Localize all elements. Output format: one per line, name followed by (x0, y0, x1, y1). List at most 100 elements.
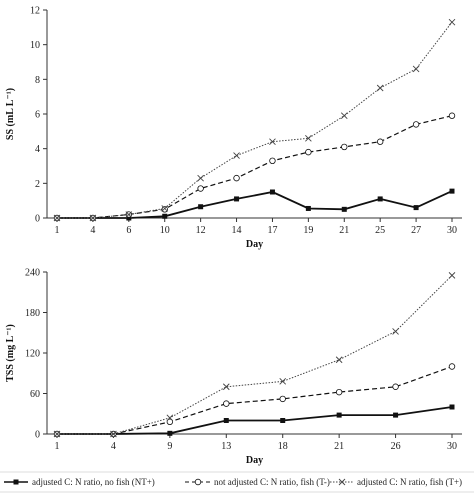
data-point-circle (161, 206, 168, 213)
data-point-circle (279, 395, 286, 403)
legend-label-t-minus: not adjusted C: N ratio, fish (T-) (214, 477, 330, 487)
data-point-x (340, 112, 348, 120)
data-point-x (125, 211, 133, 218)
legend: adjusted C: N ratio, no fish (NT+) not a… (0, 471, 474, 493)
series-line-nt-plus (57, 406, 453, 435)
data-point-circle (448, 112, 456, 119)
series-line-t-minus (57, 365, 453, 435)
x-tick-label: 30 (447, 225, 457, 236)
legend-label-nt-plus: adjusted C: N ratio, no fish (NT+) (32, 477, 155, 487)
data-point-square (167, 430, 173, 436)
y-tick-label: 0 (35, 430, 40, 441)
data-point-square (305, 205, 311, 211)
y-tick-label: 180 (25, 308, 40, 319)
data-point-square (234, 196, 240, 202)
data-point-x (335, 356, 343, 364)
data-point-circle (269, 157, 276, 164)
y-tick-label: 8 (35, 75, 40, 86)
data-point-x (110, 430, 117, 438)
data-point-square (269, 189, 275, 195)
data-point-square (126, 215, 132, 221)
y-tick-label: 10 (30, 40, 40, 51)
data-point-square (162, 213, 168, 219)
data-point-x (197, 174, 204, 182)
data-point-square (336, 412, 342, 418)
data-point-circle (223, 400, 230, 407)
data-point-x (412, 65, 420, 73)
x-tick-label: 27 (411, 225, 421, 236)
data-point-square (223, 418, 229, 423)
series-t-plus (53, 272, 456, 438)
data-point-x (448, 272, 456, 279)
data-point-square (341, 206, 347, 212)
data-point-circle (448, 363, 456, 370)
data-point-x (53, 430, 61, 438)
x-tick-label: 4 (111, 441, 116, 452)
x-tick-label: 25 (375, 225, 385, 236)
x-tick-label: 21 (334, 441, 344, 452)
x-tick-label: 12 (196, 225, 206, 236)
data-point-square (393, 412, 399, 418)
data-point-x (161, 205, 169, 212)
data-point-square (198, 204, 204, 210)
data-point-circle (376, 138, 384, 145)
legend-item-t-plus: adjusted C: N ratio, fish (T+) (330, 477, 462, 487)
x-tick-label: 17 (267, 225, 277, 236)
y-tick-label: 4 (35, 144, 40, 155)
data-point-x (448, 18, 456, 26)
x-tick-label: 6 (126, 225, 131, 236)
y-tick-label: 12 (30, 6, 40, 17)
x-marker-icon (338, 478, 346, 486)
x-tick-label: 19 (303, 225, 313, 236)
data-point-circle (166, 418, 174, 426)
y-tick-label: 0 (35, 214, 40, 225)
data-point-x (53, 214, 61, 222)
series-t-plus (53, 18, 456, 222)
data-point-x (279, 378, 287, 385)
x-tick-label: 18 (278, 441, 288, 452)
data-point-circle (305, 148, 312, 156)
x-tick-label: 9 (167, 441, 172, 452)
y-tick-label: 240 (25, 268, 40, 279)
data-point-square (280, 418, 286, 423)
data-point-x (233, 152, 240, 159)
data-point-circle (392, 383, 399, 390)
square-marker-icon (13, 479, 19, 485)
series-nt-plus (54, 188, 455, 221)
x-axis-title: Day (246, 239, 263, 250)
series-t-minus (53, 112, 456, 222)
series-line-t-minus (57, 115, 453, 219)
series-line-t-plus (57, 275, 453, 435)
y-tick-label: 6 (35, 110, 40, 121)
series-line-nt-plus (57, 190, 453, 219)
x-tick-label: 21 (339, 225, 349, 236)
y-tick-label: 120 (25, 349, 40, 360)
data-point-square (377, 196, 383, 202)
y-tick-label: 2 (35, 179, 40, 190)
legend-label-t-plus: adjusted C: N ratio, fish (T+) (357, 477, 462, 487)
x-tick-label: 13 (221, 441, 231, 452)
x-axis-title: Day (246, 455, 263, 466)
data-point-square (449, 404, 455, 410)
x-tick-label: 30 (447, 441, 457, 452)
y-axis-title: SS (mL L⁻¹) (5, 88, 16, 140)
data-point-x (392, 328, 399, 335)
data-point-circle (197, 185, 204, 192)
x-tick-label: 4 (90, 225, 95, 236)
data-point-circle (335, 388, 343, 396)
circle-marker-icon (194, 478, 202, 486)
data-point-square (413, 205, 419, 211)
data-point-x (166, 414, 174, 422)
legend-item-nt-plus: adjusted C: N ratio, no fish (NT+) (4, 477, 155, 487)
x-tick-label: 26 (391, 441, 401, 452)
series-t-minus (53, 363, 456, 438)
data-point-x (222, 383, 230, 391)
y-axis-title: TSS (mg L⁻¹) (5, 324, 16, 382)
legend-item-t-minus: not adjusted C: N ratio, fish (T-) (185, 477, 330, 487)
data-point-x (376, 84, 384, 92)
data-point-x (89, 214, 97, 222)
data-point-circle (233, 174, 240, 182)
x-tick-label: 10 (160, 225, 170, 236)
x-tick-label: 14 (232, 225, 242, 236)
